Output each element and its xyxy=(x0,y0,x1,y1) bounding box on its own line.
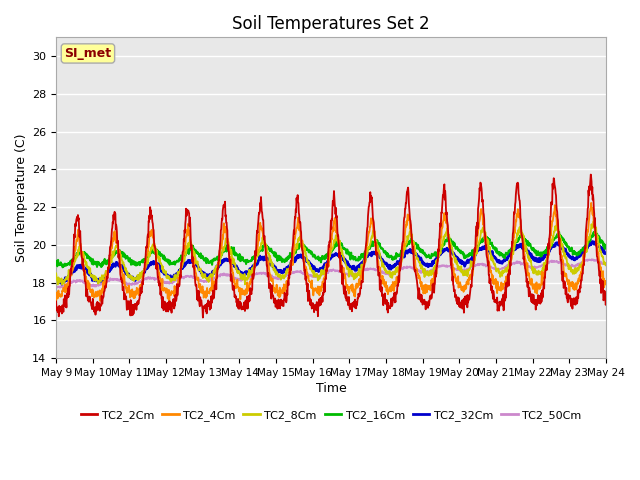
Title: Soil Temperatures Set 2: Soil Temperatures Set 2 xyxy=(232,15,430,33)
X-axis label: Time: Time xyxy=(316,382,346,395)
Legend: TC2_2Cm, TC2_4Cm, TC2_8Cm, TC2_16Cm, TC2_32Cm, TC2_50Cm: TC2_2Cm, TC2_4Cm, TC2_8Cm, TC2_16Cm, TC2… xyxy=(76,405,586,425)
Y-axis label: Soil Temperature (C): Soil Temperature (C) xyxy=(15,133,28,262)
Text: SI_met: SI_met xyxy=(65,47,111,60)
